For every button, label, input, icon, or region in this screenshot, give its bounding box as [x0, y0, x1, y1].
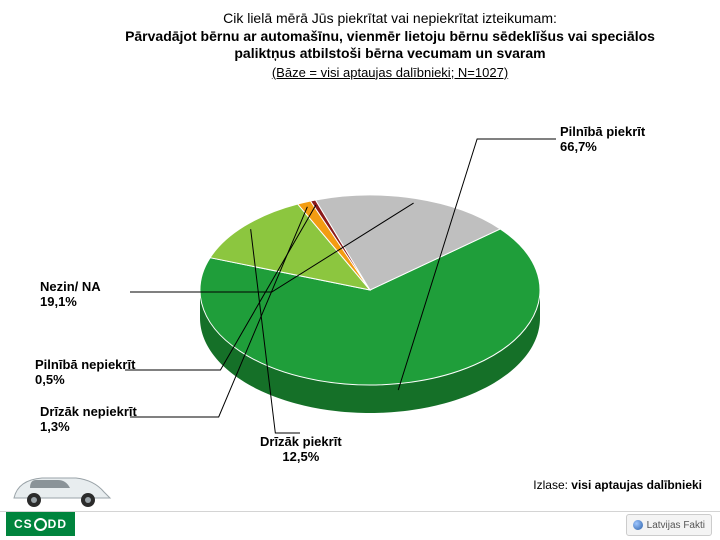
label-text: Nezin/ NA [40, 279, 101, 294]
page-root: Cik lielā mērā Jūs piekrītat vai nepiekr… [0, 0, 720, 540]
csdd-ring-icon [34, 518, 47, 531]
label-rather-disagree: Drīzāk nepiekrīt 1,3% [40, 405, 137, 435]
sample-note-bold: visi aptaujas dalībnieki [571, 478, 702, 492]
label-fully-agree: Pilnībā piekrīt 66,7% [560, 125, 645, 155]
sample-note-lead: Izlase: [533, 478, 571, 492]
latvijas-fakti-logo: Latvijas Fakti [626, 514, 712, 536]
title-statement: Pārvadājot bērnu ar automašīnu, vienmēr … [120, 28, 660, 63]
label-pct: 12,5% [260, 450, 342, 465]
pie-chart [120, 140, 600, 440]
label-text: Drīzāk piekrīt [260, 434, 342, 449]
csdd-logo: CS DD [6, 512, 75, 536]
label-dk-na: Nezin/ NA 19,1% [40, 280, 101, 310]
title-block: Cik lielā mērā Jūs piekrītat vai nepiekr… [120, 10, 660, 81]
title-question: Cik lielā mērā Jūs piekrītat vai nepiekr… [120, 10, 660, 28]
label-pct: 19,1% [40, 295, 101, 310]
bottom-bar [0, 514, 720, 540]
sample-note: Izlase: visi aptaujas dalībnieki [533, 478, 702, 492]
title-base: (Bāze = visi aptaujas dalībnieki; N=1027… [120, 65, 660, 81]
label-fully-disagree: Pilnībā nepiekrīt 0,5% [35, 358, 135, 388]
globe-icon [633, 520, 643, 530]
csdd-text2: DD [48, 517, 67, 531]
car-icon [6, 460, 116, 510]
label-text: Pilnībā piekrīt [560, 124, 645, 139]
csdd-text: CS [14, 517, 33, 531]
lf-text: Latvijas Fakti [647, 520, 705, 531]
footer-divider [0, 511, 720, 512]
label-rather-agree: Drīzāk piekrīt 12,5% [260, 435, 342, 465]
label-pct: 66,7% [560, 140, 645, 155]
label-text: Drīzāk nepiekrīt [40, 404, 137, 419]
label-pct: 0,5% [35, 373, 135, 388]
label-text: Pilnībā nepiekrīt [35, 357, 135, 372]
label-pct: 1,3% [40, 420, 137, 435]
